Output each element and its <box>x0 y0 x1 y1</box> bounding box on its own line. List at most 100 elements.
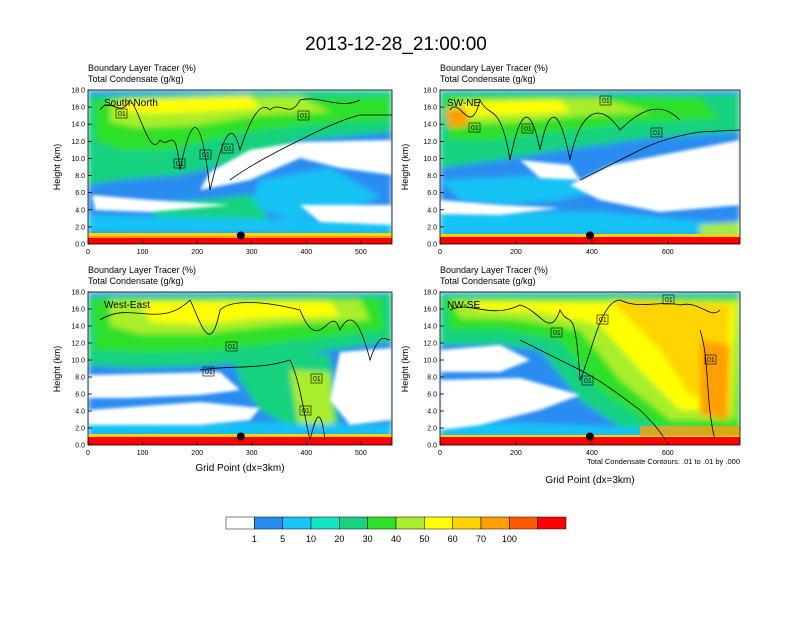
x-tick-label: 500 <box>355 450 367 457</box>
contour-label: 01 <box>176 161 184 168</box>
x-tick-label: 500 <box>355 249 367 256</box>
colorbar-label: 70 <box>476 534 486 544</box>
y-tick-label: 4.0 <box>75 409 85 416</box>
colorbar-swatch <box>339 516 368 530</box>
x-tick-label: 100 <box>137 450 149 457</box>
y-axis-label: Height (km) <box>400 346 410 393</box>
colorbar-swatch <box>254 516 283 530</box>
x-tick-label: 200 <box>191 249 203 256</box>
y-tick-label: 14.0 <box>71 324 85 331</box>
x-tick-label: 200 <box>510 450 522 457</box>
x-tick-label: 0 <box>438 249 442 256</box>
panel-label: South-North <box>104 98 158 109</box>
colorbar-label: 40 <box>391 534 401 544</box>
y-axis-label: Height (km) <box>52 346 62 393</box>
y-tick-label: 16.0 <box>423 307 437 314</box>
contour-label: 01 <box>118 111 126 118</box>
x-axis-label: Grid Point (dx=3km) <box>195 463 284 474</box>
colorbar-swatch <box>367 516 397 530</box>
field-layer: NW-SE 01 01 01 01 01 <box>440 292 740 445</box>
colorbar-label: 5 <box>280 534 285 544</box>
panel-header-2: Total Condensate (g/kg) <box>88 74 184 84</box>
x-tick-label: 100 <box>137 249 149 256</box>
y-tick-label: 12.0 <box>423 139 437 146</box>
contour-label: 01 <box>524 126 532 133</box>
y-tick-label: 16.0 <box>423 105 437 112</box>
y-tick-label: 18.0 <box>71 290 85 297</box>
y-tick-label: 2.0 <box>75 224 85 231</box>
x-tick-label: 400 <box>300 249 312 256</box>
contour-labels: 01 01 01 01 <box>468 95 663 138</box>
colorbar-label: 30 <box>363 534 373 544</box>
contour-label: 01 <box>202 152 210 159</box>
location-marker <box>236 231 245 240</box>
contour-label: 01 <box>665 297 673 304</box>
y-tick-label: 14.0 <box>423 122 437 129</box>
y-tick-label: 4.0 <box>427 409 437 416</box>
contour-label: 01 <box>224 146 232 153</box>
x-tick-label: 200 <box>510 249 522 256</box>
y-tick-label: 16.0 <box>71 307 85 314</box>
colorbar-swatch <box>395 516 425 530</box>
panel-header-2: Total Condensate (g/kg) <box>440 74 536 84</box>
contour-label: 01 <box>553 330 561 337</box>
y-tick-label: 8.0 <box>427 375 437 382</box>
y-tick-label: 6.0 <box>75 392 85 399</box>
x-tick-label: 400 <box>586 249 598 256</box>
colorbar-swatch <box>537 516 567 530</box>
contour-label: 01 <box>313 376 321 383</box>
colorbar-label: 60 <box>448 534 458 544</box>
panel-nw-se: Boundary Layer Tracer (%) Total Condensa… <box>400 265 741 486</box>
y-tick-label: 10.0 <box>423 156 437 163</box>
y-tick-label: 8.0 <box>75 173 85 180</box>
panel-sw-ne: Boundary Layer Tracer (%) Total Condensa… <box>400 63 741 256</box>
location-marker <box>586 231 594 240</box>
contour-labels: 01 01 01 01 01 <box>550 294 717 386</box>
contour-labels: 01 01 01 01 <box>202 341 323 416</box>
y-tick-label: 4.0 <box>427 207 437 214</box>
panel-south-north: Boundary Layer Tracer (%) Total Condensa… <box>52 63 393 256</box>
y-tick-label: 14.0 <box>423 324 437 331</box>
field-layer: SW-NE 01 01 01 01 <box>440 90 740 244</box>
colorbar-swatch <box>452 516 482 530</box>
panel-label: NW-SE <box>447 300 480 311</box>
y-tick-label: 0.0 <box>75 443 85 450</box>
y-tick-label: 6.0 <box>75 190 85 197</box>
colorbar-label: 100 <box>502 534 517 544</box>
x-tick-label: 400 <box>586 450 598 457</box>
colorbar-label: 50 <box>419 534 429 544</box>
colorbar-swatch <box>225 516 255 530</box>
y-tick-label: 6.0 <box>427 392 437 399</box>
x-axis-label: Grid Point (dx=3km) <box>545 475 634 486</box>
y-tick-label: 6.0 <box>427 190 437 197</box>
y-tick-label: 2.0 <box>427 224 437 231</box>
y-axis-label: Height (km) <box>400 144 410 191</box>
y-tick-label: 14.0 <box>71 122 85 129</box>
y-tick-label: 18.0 <box>423 88 437 95</box>
y-tick-label: 0.0 <box>75 242 85 249</box>
colorbar-swatch <box>480 516 510 530</box>
y-tick-label: 0.0 <box>427 242 437 249</box>
y-tick-label: 18.0 <box>71 88 85 95</box>
contour-label: 01 <box>300 113 308 120</box>
y-tick-label: 10.0 <box>71 156 85 163</box>
contour-label: 01 <box>302 408 310 415</box>
colorbar-swatch <box>282 516 312 530</box>
y-tick-label: 18.0 <box>423 290 437 297</box>
contour-label: 01 <box>599 317 607 324</box>
x-tick-label: 200 <box>191 450 203 457</box>
contour-labels: 01 01 01 01 01 <box>115 108 310 169</box>
y-tick-label: 16.0 <box>71 105 85 112</box>
y-tick-label: 12.0 <box>423 341 437 348</box>
y-axis-label: Height (km) <box>52 144 62 191</box>
y-tick-label: 2.0 <box>427 426 437 433</box>
figure-title: 2013-12-28_21:00:00 <box>305 34 487 55</box>
x-tick-label: 600 <box>662 249 674 256</box>
field-layer: South-North 01 01 01 01 01 <box>88 90 392 244</box>
panel-header-2: Total Condensate (g/kg) <box>440 276 536 286</box>
contour-label: 01 <box>471 125 479 132</box>
panel-label: SW-NE <box>447 98 480 109</box>
panel-header-1: Boundary Layer Tracer (%) <box>88 63 196 73</box>
y-tick-label: 10.0 <box>423 358 437 365</box>
